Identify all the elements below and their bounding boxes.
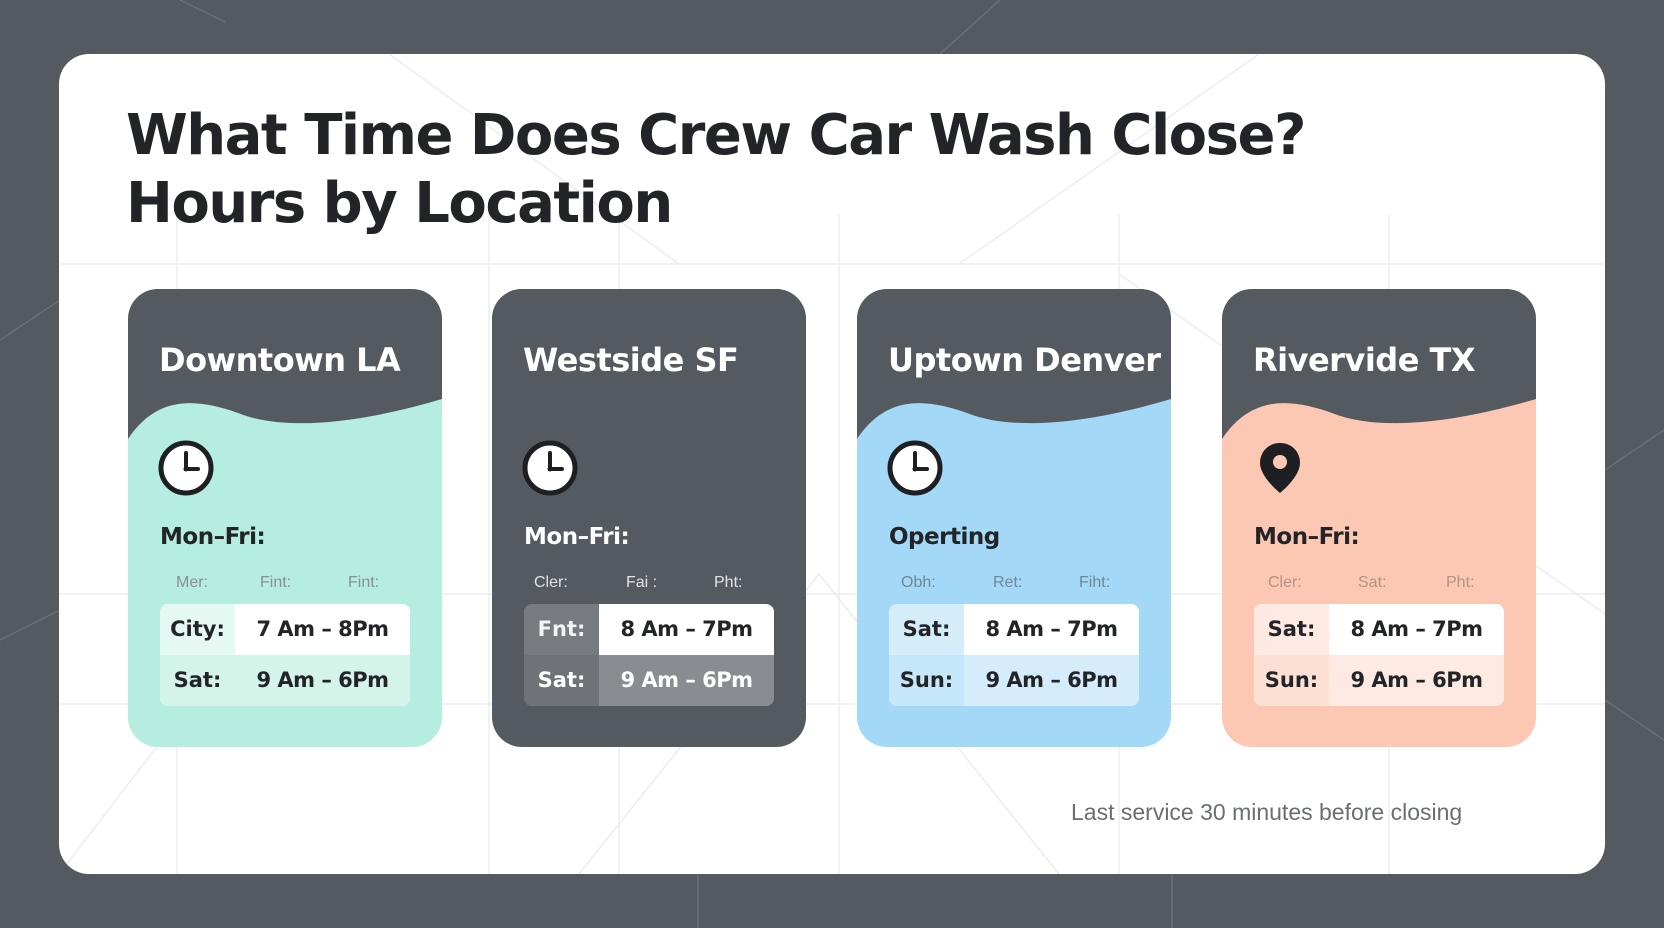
hours-time: 9 Am – 6Pm — [964, 655, 1139, 706]
card-wave — [857, 399, 1171, 459]
column-header: Fint: — [348, 574, 380, 591]
hours-row: Sat: 8 Am – 7Pm — [1254, 604, 1504, 655]
location-card-downtown-la: Downtown LA Mon–Fri: Mer: Fint: Fint: Ci… — [128, 289, 442, 747]
days-label: Mon–Fri: — [1254, 524, 1360, 550]
map-pin-icon — [1251, 439, 1309, 497]
clock-icon — [886, 439, 944, 497]
card-header — [492, 289, 806, 449]
card-wave — [128, 399, 442, 459]
hours-day: Sat: — [160, 655, 235, 706]
hours-row: Sat: 9 Am – 6Pm — [160, 655, 410, 706]
location-name: Downtown LA — [159, 341, 401, 379]
hours-table: Sat: 8 Am – 7Pm Sun: 9 Am – 6Pm — [889, 604, 1139, 706]
hours-row: Sun: 9 Am – 6Pm — [1254, 655, 1504, 706]
column-header: Fint: — [260, 574, 292, 591]
column-header: Fiht: — [1079, 574, 1111, 591]
hours-day: Sun: — [889, 655, 964, 706]
hours-time: 9 Am – 6Pm — [599, 655, 774, 706]
hours-day: Sat: — [889, 604, 964, 655]
column-headers: Mer: Fint: Fint: — [160, 574, 410, 596]
hours-day: Sat: — [1254, 604, 1329, 655]
page-title-line-2: Hours by Location — [126, 171, 673, 236]
days-label: Mon–Fri: — [160, 524, 266, 550]
location-name: Westside SF — [523, 341, 739, 379]
location-card-rivervide-tx: Rivervide TX Mon–Fri: Cler: Sat: Pht: Sa… — [1222, 289, 1536, 747]
footnote: Last service 30 minutes before closing — [1071, 799, 1463, 825]
location-card-westside-sf: Westside SF Mon–Fri: Cler: Fai : Pht: Fn… — [492, 289, 806, 747]
column-header: Sat: — [1358, 574, 1387, 591]
column-headers: Cler: Sat: Pht: — [1254, 574, 1504, 596]
hours-time: 8 Am – 7Pm — [1329, 604, 1504, 655]
days-label: Operting — [889, 524, 1000, 550]
hours-time: 7 Am – 8Pm — [235, 604, 410, 655]
clock-icon — [521, 439, 579, 497]
card-wave — [1222, 399, 1536, 459]
hours-day: Sun: — [1254, 655, 1329, 706]
column-header: Cler: — [1268, 574, 1302, 591]
page-title-line-1: What Time Does Crew Car Wash Close? — [126, 103, 1306, 168]
hours-time: 9 Am – 6Pm — [235, 655, 410, 706]
column-header: Obh: — [901, 574, 936, 591]
column-header: Cler: — [534, 574, 568, 591]
clock-icon — [157, 439, 215, 497]
location-card-uptown-denver: Uptown Denver Operting Obh: Ret: Fiht: S… — [857, 289, 1171, 747]
column-header: Fai : — [626, 574, 658, 591]
days-label: Mon–Fri: — [524, 524, 630, 550]
column-header: Pht: — [1446, 574, 1475, 591]
hours-time: 8 Am – 7Pm — [964, 604, 1139, 655]
hours-table: City: 7 Am – 8Pm Sat: 9 Am – 6Pm — [160, 604, 410, 706]
hours-time: 9 Am – 6Pm — [1329, 655, 1504, 706]
hours-day: Fnt: — [524, 604, 599, 655]
column-headers: Obh: Ret: Fiht: — [889, 574, 1139, 596]
page-title: What Time Does Crew Car Wash Close? Hour… — [126, 102, 1306, 238]
column-headers: Cler: Fai : Pht: — [524, 574, 774, 596]
hours-table: Fnt: 8 Am – 7Pm Sat: 9 Am – 6Pm — [524, 604, 774, 706]
column-header: Pht: — [714, 574, 743, 591]
hours-table: Sat: 8 Am – 7Pm Sun: 9 Am – 6Pm — [1254, 604, 1504, 706]
column-header: Ret: — [993, 574, 1023, 591]
hours-row: Sat: 8 Am – 7Pm — [889, 604, 1139, 655]
location-name: Uptown Denver — [888, 341, 1161, 379]
hours-day: City: — [160, 604, 235, 655]
column-header: Mer: — [176, 574, 208, 591]
hours-row: Fnt: 8 Am – 7Pm — [524, 604, 774, 655]
hours-time: 8 Am – 7Pm — [599, 604, 774, 655]
content-panel: What Time Does Crew Car Wash Close? Hour… — [59, 54, 1605, 874]
hours-day: Sat: — [524, 655, 599, 706]
hours-row: City: 7 Am – 8Pm — [160, 604, 410, 655]
hours-row: Sat: 9 Am – 6Pm — [524, 655, 774, 706]
location-name: Rivervide TX — [1253, 341, 1476, 379]
hours-row: Sun: 9 Am – 6Pm — [889, 655, 1139, 706]
